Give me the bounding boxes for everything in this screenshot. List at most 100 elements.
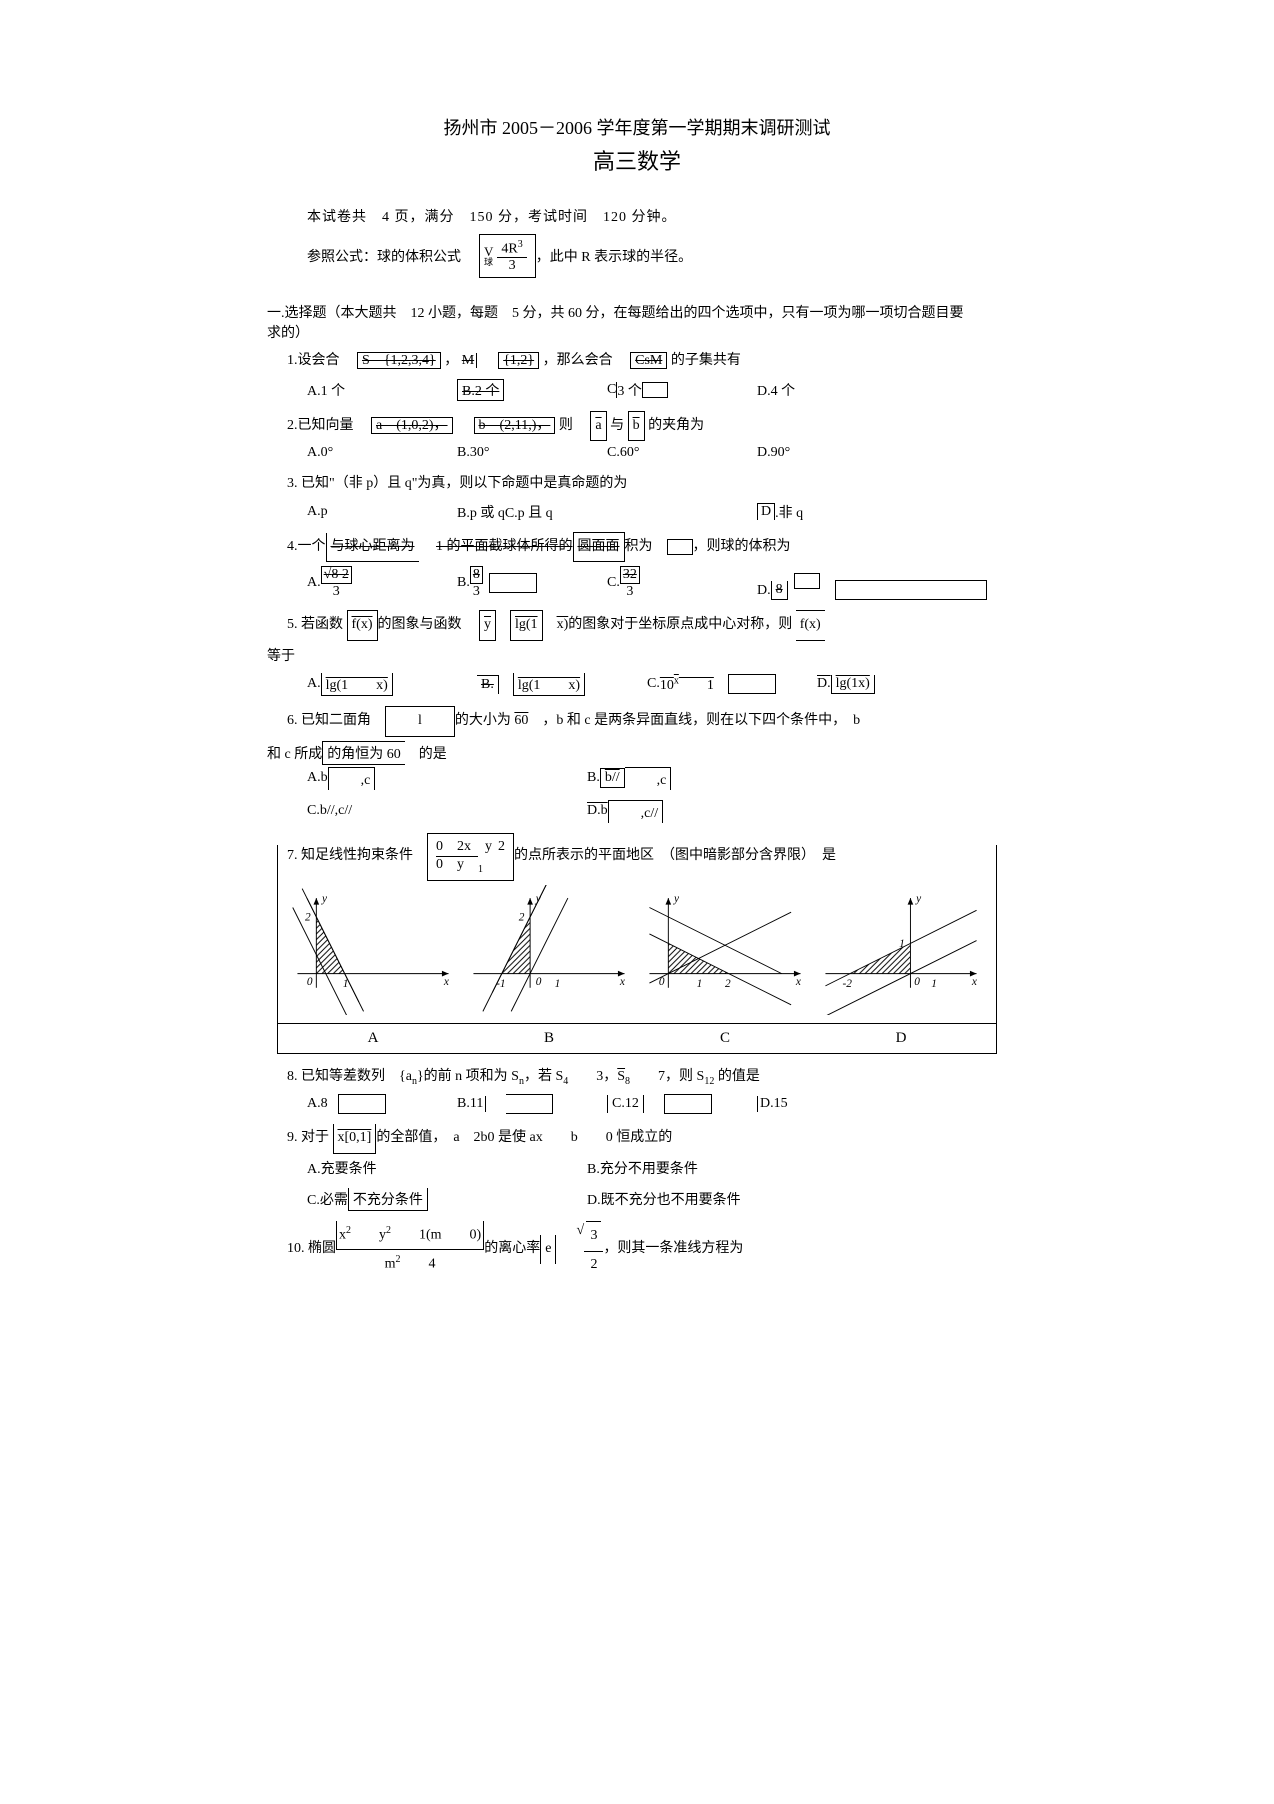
q6-A: A.b ,c: [307, 767, 587, 790]
formula-fraction: 4R3 3: [497, 239, 526, 273]
q5-B: B. lg(1 x): [477, 673, 647, 696]
q2: 2.已知向量 a (1,0,2)， b (2,11,)， 则 a 与 b 的夹角…: [287, 411, 1007, 442]
q4-opts: A. √8 23 B. 83 C. 323 D. 8: [307, 566, 1007, 600]
q2-B: B.30°: [457, 445, 607, 461]
q1-csm: CsM: [630, 352, 667, 369]
svg-text:2: 2: [725, 977, 731, 989]
q6-opts1: A.b ,c B. b// ,c: [307, 767, 1007, 790]
q8-D: D.15: [757, 1094, 907, 1114]
q10-frac2: √3 2: [584, 1221, 603, 1278]
q9-opts1: A.充要条件 B.充分不用要条件: [307, 1158, 1007, 1178]
svg-text:1: 1: [697, 977, 703, 989]
formula-prefix: 参照公式：球的体积公式: [307, 246, 461, 266]
q5: 5. 若函数 f(x)的图象与函数 y lg(1 x)的图象对于坐标原点成中心对…: [287, 610, 1007, 641]
q2-bmark: b: [628, 411, 645, 442]
q8: 8. 已知等差数列 {an}的前 n 项和为 Sn，若 S4 3，S8 7，则 …: [287, 1064, 1007, 1091]
svg-text:x: x: [971, 975, 977, 987]
section1-head: 一.选择题（本大题共 12 小题，每题 5 分，共 60 分，在每题给出的四个选…: [267, 302, 1007, 342]
q9-opts2: C.必需不充分条件 D.既不充分也不用要条件: [307, 1188, 1007, 1211]
q1-A: A.1 个: [307, 379, 457, 401]
chart-C: 0 1 2 x y: [640, 885, 810, 1015]
svg-text:1: 1: [555, 977, 561, 989]
svg-text:y: y: [915, 892, 922, 904]
svg-text:x: x: [443, 975, 449, 987]
q10: 10. 椭圆 x2 y2 1(m 0) m2 4 的离心率 e √3 2 ，则其…: [287, 1221, 1007, 1279]
formula-box: V 球 4R3 3: [479, 234, 536, 278]
svg-text:y: y: [673, 892, 680, 904]
q4-B: B. 83: [457, 566, 607, 600]
q1-s-def: S {1,2,3,4}: [357, 352, 441, 369]
q8-B: B.11: [457, 1094, 607, 1114]
q6-l2: 和 c 所成的角恒为 60 的是: [267, 741, 1007, 765]
q1-C: CC.3 个3 个: [607, 379, 757, 401]
chart-D: 0 1 -2 1 x y: [816, 885, 986, 1015]
svg-text:x: x: [795, 975, 801, 987]
q8-A: A.8: [307, 1094, 457, 1114]
q1: 1.设会合 S {1,2,3,4} ， M {1,2} ，那么会合 CsM 的子…: [287, 348, 1007, 375]
q6-C: C.b//,c//: [307, 800, 587, 823]
svg-text:0: 0: [307, 975, 313, 987]
q4-A: A. √8 23: [307, 566, 457, 600]
q2-amark: a: [590, 411, 606, 442]
q3-A: A.p: [307, 502, 457, 522]
svg-text:y: y: [535, 892, 542, 904]
label-A: A: [288, 1030, 458, 1047]
q10-frac1: x2 y2 1(m 0) m2 4: [336, 1221, 484, 1279]
chart-labels: A B C D: [278, 1023, 996, 1053]
formula-suffix: ，此中 R 表示球的半径。: [536, 246, 692, 266]
label-C: C: [640, 1030, 810, 1047]
q9: 9. 对于 x[0,1]的全部值， a 2b0 是使 ax b 0 恒成立的: [287, 1124, 1007, 1154]
q4-C: C. 323: [607, 566, 757, 600]
svg-text:-1: -1: [496, 977, 505, 989]
q6-D: D.b ,c//: [587, 800, 867, 823]
q9-C: C.必需不充分条件: [307, 1188, 587, 1211]
svg-text:2: 2: [305, 911, 311, 923]
q3-D: DD.非 q.非 q: [757, 502, 907, 522]
q4: 4.一个与球心距离为 1 的平面截球体所得的圆面面积为 ，则球的体积为: [287, 532, 1007, 563]
q8-opts: A.8 B.11 C.12 D.15: [307, 1094, 1007, 1114]
q5-A: A.lg(1 x): [307, 673, 477, 696]
q3: 3. 已知"（非 p）且 q"为真，则以下命题中是真命题的为: [287, 471, 1007, 498]
intro-line: 本试卷共 4 页，满分 150 分，考试时间 120 分钟。: [307, 206, 1007, 226]
q6: 6. 已知二面角 l 的大小为 60 ，b 和 c 是两条异面直线，则在以下四个…: [287, 706, 1007, 737]
q1-D: D.4 个: [757, 379, 907, 401]
q1-B: B.2 个: [457, 379, 607, 401]
svg-text:0: 0: [914, 975, 920, 987]
q2-opts: A.0° B.30° C.60° D.90°: [307, 445, 1007, 461]
q9-D: D.既不充分也不用要条件: [587, 1188, 867, 1211]
q9-A: A.充要条件: [307, 1158, 587, 1178]
page-title: 扬州市 2005－2006 学年度第一学期期末调研测试: [267, 114, 1007, 140]
q2-A: A.0°: [307, 445, 457, 461]
q5-C: C.10x 1: [647, 673, 817, 696]
chart-B: 0 1 -1 2 x y: [464, 885, 634, 1015]
page-subtitle: 高三数学: [267, 144, 1007, 176]
q8-C: C.12: [607, 1094, 757, 1114]
q2-D: D.90°: [757, 445, 907, 461]
svg-text:2: 2: [519, 911, 525, 923]
pi-box: [667, 539, 693, 555]
svg-text:-2: -2: [842, 977, 852, 989]
q9-B: B.充分不用要条件: [587, 1158, 867, 1178]
svg-text:y: y: [321, 892, 328, 904]
q3-BC: B.p 或 qC.p 且 q: [457, 502, 757, 522]
q6-B: B. b// ,c: [587, 767, 867, 790]
q2-b: b (2,11,)，: [474, 417, 556, 434]
svg-text:0: 0: [536, 975, 542, 987]
q2-C: C.60°: [607, 445, 757, 461]
label-B: B: [464, 1030, 634, 1047]
svg-text:1: 1: [931, 977, 937, 989]
charts-container: 0 1 2 x y 0 1 -1 2 x y: [277, 845, 997, 1054]
q2-a: a (1,0,2)，: [371, 417, 453, 434]
q5-tail: 等于: [267, 645, 1007, 665]
formula-sub: 球: [484, 258, 493, 267]
q1-opts: A.1 个 B.2 个 CC.3 个3 个 D.4 个: [307, 379, 1007, 401]
exam-page: 扬州市 2005－2006 学年度第一学期期末调研测试 高三数学 本试卷共 4 …: [267, 0, 1007, 1322]
chart-A: 0 1 2 x y: [288, 885, 458, 1015]
formula-row: 参照公式：球的体积公式 V 球 4R3 3 ，此中 R 表示球的半径。: [307, 234, 1007, 278]
charts-row: 0 1 2 x y 0 1 -1 2 x y: [278, 845, 996, 1023]
svg-text:x: x: [619, 975, 625, 987]
q5-D: D.lg(1x): [817, 673, 967, 696]
q3-opts: A.p B.p 或 qC.p 且 q DD.非 q.非 q: [307, 502, 1007, 522]
q6-opts2: C.b//,c// D.b ,c//: [307, 800, 1007, 823]
label-D: D: [816, 1030, 986, 1047]
